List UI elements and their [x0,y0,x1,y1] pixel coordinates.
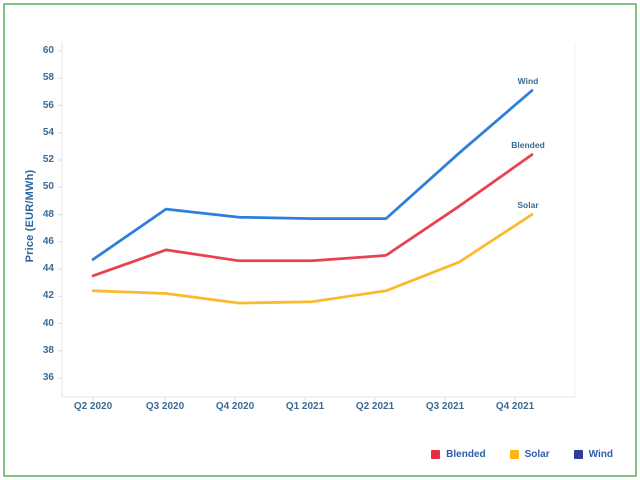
x-tick-label: Q4 2021 [495,401,535,412]
series-end-label-wind: Wind [517,75,539,86]
y-tick-label: 46 [42,235,54,247]
legend-item-solar: Solar [509,449,550,460]
legend-label: Blended [446,449,486,460]
y-tick-label: 36 [42,372,54,383]
y-tick-label: 42 [42,290,54,302]
y-tick-label: 48 [42,208,54,220]
series-end-label-blended: Blended [511,139,545,150]
series-line-blended [91,153,534,278]
legend: Blended Solar Wind [431,449,613,460]
x-tick-label: Q2 2020 [73,401,113,412]
legend-swatch-solar [509,450,519,459]
x-tick-label: Q1 2021 [285,401,325,412]
legend-label: Wind [588,449,613,460]
y-tick-label: 40 [42,317,54,329]
legend-item-blended: Blended [431,449,486,460]
y-tick-label: 56 [42,99,54,111]
y-tick-label: 38 [42,344,54,356]
series-line-solar [91,213,534,305]
series-line-wind [91,89,534,261]
x-tick-label: Q3 2021 [425,401,465,412]
y-tick-label: 44 [42,263,54,274]
y-tick-label: 52 [42,154,54,165]
legend-label: Solar [524,449,550,460]
y-tick-label: 60 [42,45,54,56]
legend-item-wind: Wind [573,449,613,460]
y-tick-label: 50 [42,181,54,193]
y-tick-label: 54 [42,126,54,138]
legend-swatch-blended [431,450,441,459]
x-tick-label: Q2 2021 [355,401,395,412]
series-end-label-solar: Solar [517,199,539,210]
x-tick-label: Q3 2020 [145,401,185,412]
y-tick-label: 58 [42,72,54,84]
x-tick-label: Q4 2020 [215,401,255,412]
legend-swatch-wind [573,450,583,459]
